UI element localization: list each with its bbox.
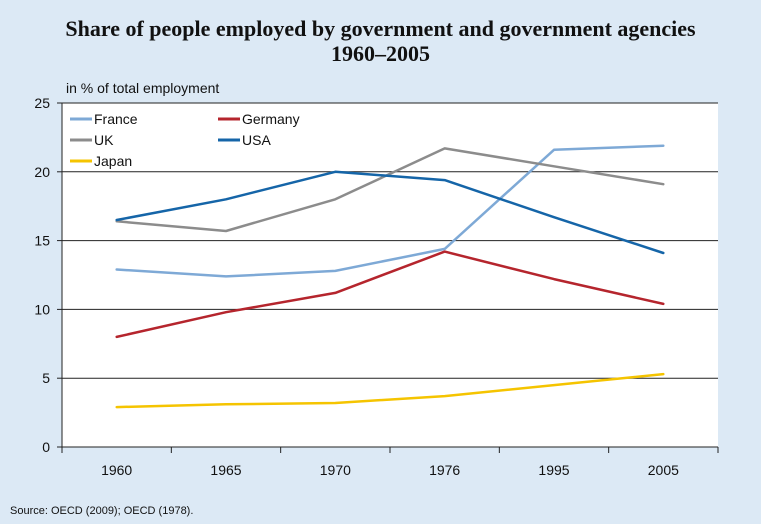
y-tick-label-5: 5 <box>42 370 50 386</box>
y-tick-label-20: 20 <box>34 164 50 180</box>
x-tick-label-1970: 1970 <box>320 462 351 478</box>
legend-label-germany: Germany <box>242 111 300 127</box>
chart-title-block: Share of people employed by government a… <box>0 16 761 66</box>
y-tick-label-0: 0 <box>42 439 50 455</box>
series-line-japan <box>115 372 665 409</box>
y-tick-label-25: 25 <box>34 95 50 111</box>
x-tick-label-2005: 2005 <box>648 462 679 478</box>
y-tick-label-10: 10 <box>34 301 50 317</box>
plot-area <box>62 103 718 447</box>
series-line-france <box>115 144 665 278</box>
chart-subtitle: 1960–2005 <box>331 41 430 66</box>
legend-label-uk: UK <box>94 132 114 148</box>
x-tick-label-1976: 1976 <box>429 462 460 478</box>
y-axis-unit-label: in % of total employment <box>66 80 220 96</box>
x-tick-label-1965: 1965 <box>210 462 241 478</box>
legend-label-japan: Japan <box>94 153 132 169</box>
x-tick-label-1960: 1960 <box>101 462 132 478</box>
legend-label-france: France <box>94 111 138 127</box>
source-note: Source: OECD (2009); OECD (1978). <box>10 505 194 517</box>
y-tick-label-15: 15 <box>34 233 50 249</box>
legend-label-usa: USA <box>242 132 271 148</box>
chart-title: Share of people employed by government a… <box>65 16 696 41</box>
series-line-germany <box>115 250 665 339</box>
series-line-uk <box>115 147 665 233</box>
series-line-usa <box>115 170 665 255</box>
x-tick-label-1995: 1995 <box>538 462 569 478</box>
